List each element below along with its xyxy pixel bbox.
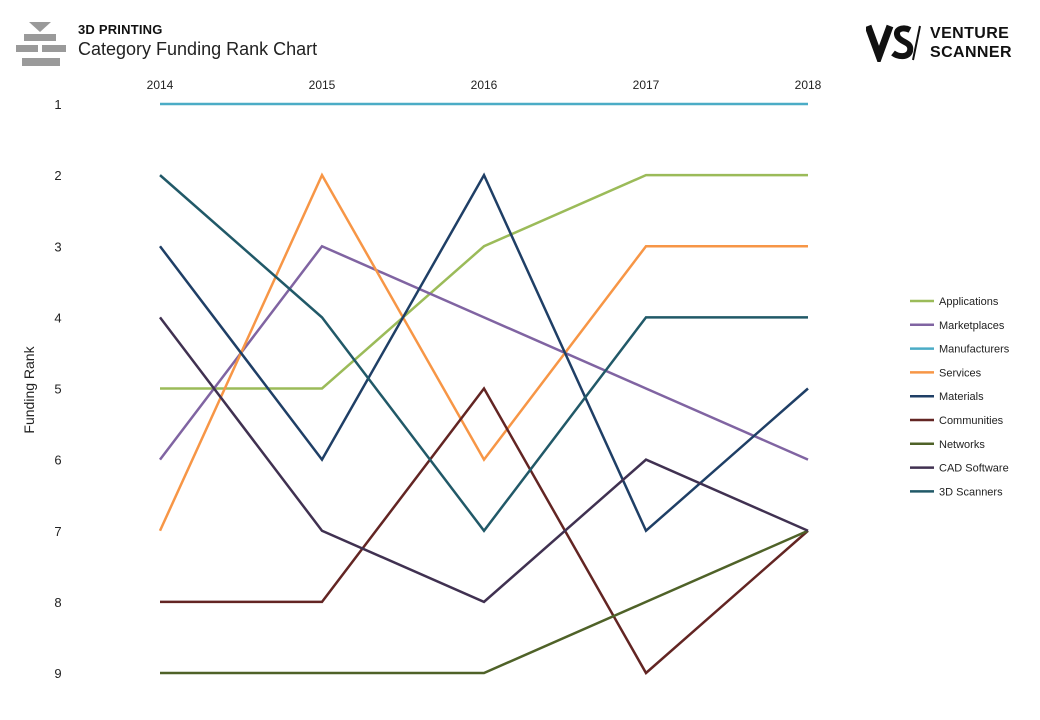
x-tick-label: 2014 xyxy=(147,78,174,92)
category-eyebrow: 3D PRINTING xyxy=(78,22,163,37)
legend-label: CAD Software xyxy=(939,463,1009,475)
y-axis-title: Funding Rank xyxy=(21,345,37,433)
legend-label: 3D Scanners xyxy=(939,486,1003,498)
y-tick-label: 8 xyxy=(54,595,61,610)
logo-line-1: VENTURE xyxy=(930,25,1010,42)
legend-label: Materials xyxy=(939,391,984,403)
legend-item: CAD Software xyxy=(910,463,1009,475)
legend-label: Applications xyxy=(939,296,999,308)
y-tick-label: 2 xyxy=(54,168,61,183)
y-tick-label: 5 xyxy=(54,382,61,397)
x-axis-labels: 2014 2015 2016 2017 2018 xyxy=(147,78,822,92)
venture-scanner-logo: VENTURE SCANNER xyxy=(866,22,1026,66)
legend-label: Communities xyxy=(939,415,1004,427)
y-tick-label: 3 xyxy=(54,239,61,254)
legend: Applications Marketplaces Manufacturers Ser… xyxy=(910,296,1010,498)
series-line-communities xyxy=(160,386,809,675)
y-tick-label: 1 xyxy=(54,97,61,112)
legend-item: Marketplaces xyxy=(910,320,1005,332)
vs-logo-mark xyxy=(866,24,921,62)
legend-item: Services xyxy=(910,367,982,379)
x-tick-label: 2015 xyxy=(309,78,336,92)
legend-label: Marketplaces xyxy=(939,320,1005,332)
3d-printer-icon xyxy=(16,22,66,66)
y-tick-label: 9 xyxy=(54,666,61,681)
series-line-cad-software xyxy=(159,316,809,604)
legend-label: Manufacturers xyxy=(939,344,1010,356)
series-line-services xyxy=(158,172,808,532)
x-tick-label: 2016 xyxy=(471,78,498,92)
legend-item: Materials xyxy=(910,391,984,403)
chart-header: 3D PRINTING Category Funding Rank Chart xyxy=(16,18,416,74)
legend-item: Manufacturers xyxy=(910,344,1010,356)
y-axis-labels: 1 2 3 4 5 6 7 8 9 xyxy=(54,97,61,681)
series-line-applications xyxy=(160,173,808,390)
x-tick-label: 2017 xyxy=(633,78,660,92)
legend-item: 3D Scanners xyxy=(910,486,1003,498)
legend-label: Networks xyxy=(939,439,985,451)
x-tick-label: 2018 xyxy=(795,78,822,92)
legend-label: Services xyxy=(939,367,982,379)
series-line-marketplaces xyxy=(159,244,809,461)
series-line-3d-scanners xyxy=(159,174,808,533)
series-lines xyxy=(158,102,809,675)
series-line-networks xyxy=(160,529,809,675)
y-tick-label: 6 xyxy=(54,453,61,468)
legend-item: Communities xyxy=(910,415,1004,427)
legend-item: Networks xyxy=(910,439,985,451)
logo-wordmark: VENTURE SCANNER xyxy=(930,24,1012,62)
y-tick-label: 4 xyxy=(54,310,61,325)
series-line-materials xyxy=(159,172,809,533)
y-tick-label: 7 xyxy=(54,524,61,539)
chart-title: Category Funding Rank Chart xyxy=(78,39,318,59)
legend-item: Applications xyxy=(910,296,999,308)
logo-line-2: SCANNER xyxy=(930,44,1012,61)
